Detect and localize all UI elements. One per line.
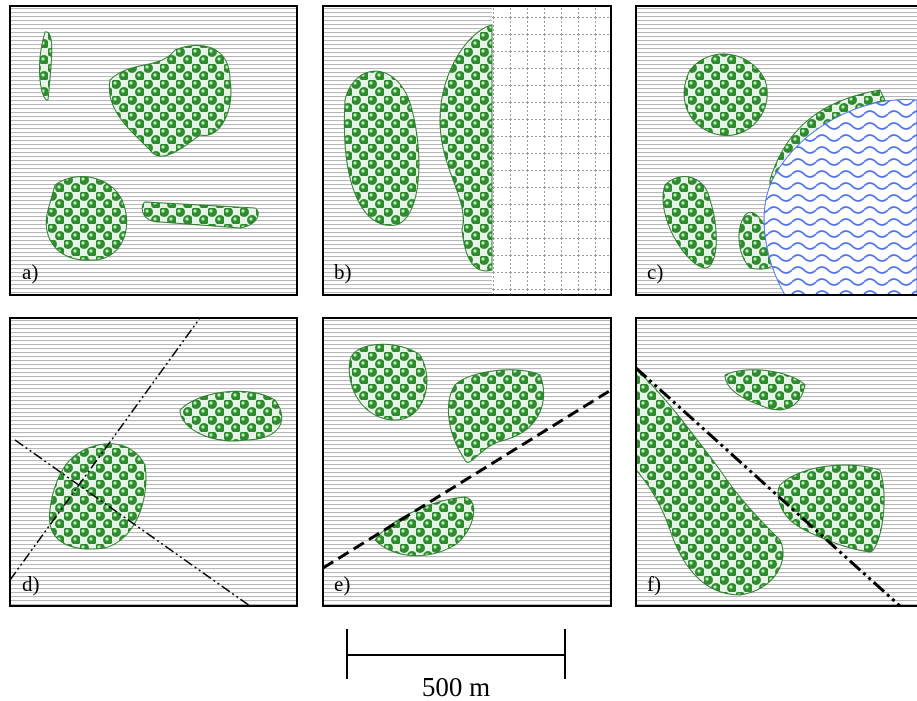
panel-label: d) <box>22 572 40 596</box>
panel-c <box>636 6 917 295</box>
panel-label: a) <box>22 260 38 284</box>
panel-label: b) <box>334 260 352 284</box>
panel-b <box>323 6 611 295</box>
panel-d <box>10 318 297 606</box>
panel-a <box>10 6 297 295</box>
panel-label: e) <box>334 572 350 596</box>
diagram: a) b) c) d) e) f) 500 m <box>0 0 917 701</box>
panel-label: c) <box>647 260 663 284</box>
scale-label: 500 m <box>422 672 490 701</box>
panel-label: f) <box>647 572 661 596</box>
panel-f <box>636 318 917 606</box>
panel-e <box>323 318 611 606</box>
